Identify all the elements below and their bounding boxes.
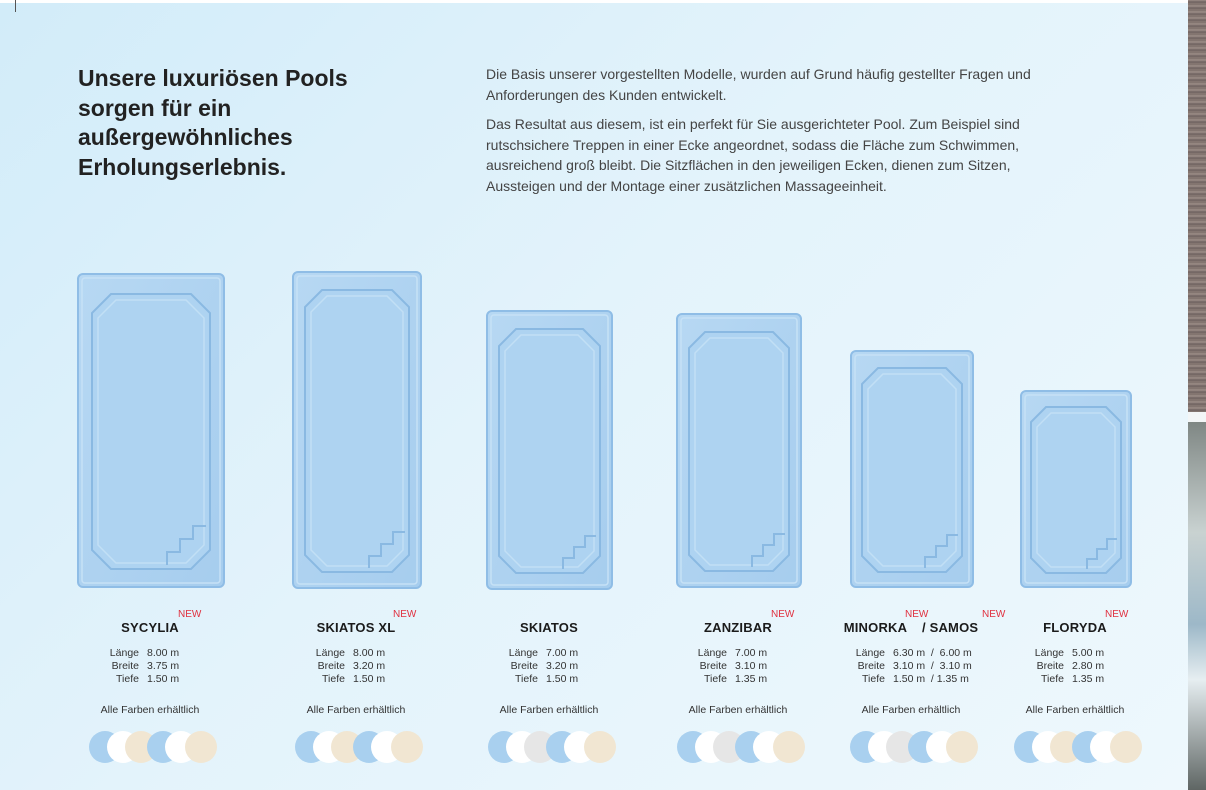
model-name: SKIATOS [520,620,578,635]
page-top-edge [0,0,1190,3]
model-name: SYCYLIA [121,620,179,635]
spec-value-laenge: 6.30 m / 6.00 m [893,647,972,659]
color-swatches [826,731,996,763]
spec-label-laenge: Länge [855,647,885,659]
color-swatches [65,731,235,763]
model-specs: Länge 5.00 m Breite 2.80 m Tiefe 1.35 m [990,647,1160,686]
spec-label-laenge: Länge [315,647,345,659]
model-specs: Länge 6.30 m / 6.00 m Breite 3.10 m / 3.10… [826,647,996,686]
colors-available-label: Alle Farben erhältlich [499,704,599,716]
model-name: MINORKA / SAMOS [843,620,979,635]
color-swatch [185,731,217,763]
color-swatches [990,731,1160,763]
model-specs: Länge 8.00 m Breite 3.75 m Tiefe 1.50 m [65,647,235,686]
spec-value-laenge: 7.00 m [546,647,579,659]
spec-label-breite: Breite [1036,660,1064,672]
color-swatch [584,731,616,763]
model-name: SKIATOS XL [316,620,396,635]
spec-value-tiefe: 1.50 m [147,673,180,685]
spec-label-laenge: Länge [1034,647,1064,659]
intro-paragraph-1: Die Basis unserer vorgestellten Modelle,… [486,66,1031,103]
pool-image-skiatos [486,310,613,590]
spec-value-laenge: 5.00 m [1072,647,1105,659]
colors-available-label: Alle Farben erhältlich [100,704,200,716]
color-swatch [773,731,805,763]
color-swatch [1110,731,1142,763]
spec-value-laenge: 8.00 m [147,647,180,659]
pool-image-sycylia [77,273,225,588]
pool-image-skiatos-xl [292,271,422,589]
model-specs: Länge 7.00 m Breite 3.20 m Tiefe 1.50 m [464,647,634,686]
spec-value-breite: 3.75 m [147,660,180,672]
spec-label-tiefe: Tiefe [322,673,345,685]
model-specs: Länge 7.00 m Breite 3.10 m Tiefe 1.35 m [653,647,823,686]
spec-label-tiefe: Tiefe [116,673,139,685]
spec-value-breite: 2.80 m [1072,660,1105,672]
colors-available-label: Alle Farben erhältlich [306,704,406,716]
spec-value-breite: 3.20 m [546,660,579,672]
new-badge-minorka: NEW [905,609,929,620]
color-swatches [653,731,823,763]
colors-available-label: Alle Farben erhältlich [861,704,961,716]
spec-value-laenge: 8.00 m [353,647,386,659]
spec-value-tiefe: 1.50 m [353,673,386,685]
spec-value-tiefe: 1.50 m [546,673,579,685]
spec-label-breite: Breite [699,660,727,672]
spec-value-breite: 3.10 m / 3.10 m [893,660,972,672]
spec-label-tiefe: Tiefe [704,673,727,685]
pool-image-minorka-samos [850,350,974,588]
new-badge: NEW [1105,609,1129,620]
new-badge-samos: NEW [982,609,1006,620]
pool-image-zanzibar [676,313,802,588]
pool-image-floryda [1020,390,1132,588]
intro-paragraph-2: Das Resultat aus diesem, ist ein perfekt… [486,116,1020,194]
spec-label-tiefe: Tiefe [1041,673,1064,685]
new-badge: NEW [178,609,202,620]
spec-label-tiefe: Tiefe [862,673,885,685]
color-swatches [464,731,634,763]
spec-value-tiefe: 1.35 m [1072,673,1105,685]
spec-label-laenge: Länge [697,647,727,659]
model-specs: Länge 8.00 m Breite 3.20 m Tiefe 1.50 m [271,647,441,686]
spec-label-breite: Breite [510,660,538,672]
model-name: ZANZIBAR [703,620,773,635]
spec-label-laenge: Länge [508,647,538,659]
intro-text: Die Basis unserer vorgestellten Modelle,… [486,64,1076,205]
colors-available-label: Alle Farben erhältlich [688,704,788,716]
spec-value-tiefe: 1.50 m / 1.35 m [893,673,969,685]
spec-value-breite: 3.10 m [735,660,768,672]
spec-label-tiefe: Tiefe [515,673,538,685]
crop-mark [15,0,16,12]
color-swatches [271,731,441,763]
spec-label-breite: Breite [857,660,885,672]
spec-value-tiefe: 1.35 m [735,673,768,685]
new-badge: NEW [771,609,795,620]
color-swatch [946,731,978,763]
spec-label-breite: Breite [317,660,345,672]
model-name: FLORYDA [1043,620,1107,635]
colors-available-label: Alle Farben erhältlich [1025,704,1125,716]
spec-label-laenge: Länge [109,647,139,659]
spec-value-laenge: 7.00 m [735,647,768,659]
page-headline: Unsere luxuriösen Pools sorgen für ein a… [78,65,348,180]
spec-label-breite: Breite [111,660,139,672]
spec-value-breite: 3.20 m [353,660,386,672]
adjacent-page-photo-strip [1188,0,1206,790]
color-swatch [391,731,423,763]
new-badge: NEW [393,609,417,620]
